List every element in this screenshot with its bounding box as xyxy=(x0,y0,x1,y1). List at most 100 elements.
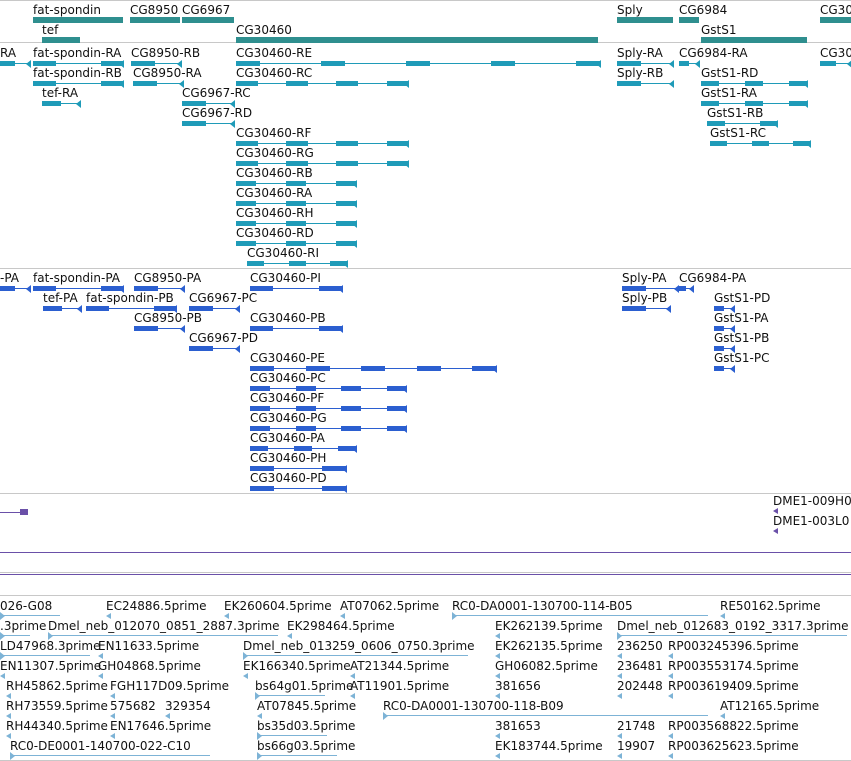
exon-glyph[interactable] xyxy=(714,326,724,331)
transcripts_a-label[interactable]: CG8950-RB xyxy=(131,46,201,60)
exon-glyph[interactable] xyxy=(250,406,270,411)
exon-glyph[interactable] xyxy=(387,161,409,166)
exon-glyph[interactable] xyxy=(86,306,109,311)
exon-glyph[interactable] xyxy=(338,446,356,451)
exon-glyph[interactable] xyxy=(296,406,316,411)
transcripts_b-label[interactable]: fat-spondin-PA xyxy=(33,271,120,285)
ests-label[interactable]: EN17646.5prime xyxy=(110,719,212,733)
gene-glyph[interactable] xyxy=(701,37,807,43)
exon-glyph[interactable] xyxy=(250,426,270,431)
exon-glyph[interactable] xyxy=(286,161,308,166)
exon-glyph[interactable] xyxy=(406,61,430,66)
exon-glyph[interactable] xyxy=(341,426,361,431)
exon-glyph[interactable] xyxy=(789,101,807,106)
ests-label[interactable]: .3prime xyxy=(0,619,47,633)
exon-glyph[interactable] xyxy=(286,141,308,146)
exon-glyph[interactable] xyxy=(250,446,268,451)
exon-glyph[interactable] xyxy=(33,286,56,291)
exon-glyph[interactable] xyxy=(286,181,306,186)
exon-glyph[interactable] xyxy=(294,446,312,451)
transcripts_a-label[interactable]: CG30460-RH xyxy=(236,206,314,220)
exon-glyph[interactable] xyxy=(336,161,358,166)
exon-glyph[interactable] xyxy=(336,181,356,186)
transcripts_b-label[interactable]: CG8950-PA xyxy=(134,271,202,285)
ests-label[interactable]: RP003553174.5prime xyxy=(668,659,799,673)
exon-glyph[interactable] xyxy=(101,81,124,86)
exon-glyph[interactable] xyxy=(236,141,258,146)
exon-glyph[interactable] xyxy=(491,61,515,66)
exon-glyph[interactable] xyxy=(289,261,306,266)
exon-glyph[interactable] xyxy=(336,81,358,86)
exon-glyph[interactable] xyxy=(236,181,256,186)
transcripts_a-label[interactable]: tef-RA xyxy=(42,86,79,100)
feature-glyph[interactable] xyxy=(20,509,28,515)
ests-label[interactable]: EC24886.5prime xyxy=(106,599,207,613)
ests-label[interactable]: AT07062.5prime xyxy=(340,599,440,613)
ests-label[interactable]: AT11901.5prime xyxy=(350,679,450,693)
transcripts_b-label[interactable]: GstS1-PB xyxy=(714,331,770,345)
ests-label[interactable]: 381656 xyxy=(495,679,541,693)
ests-label[interactable]: 202448 xyxy=(617,679,663,693)
exon-glyph[interactable] xyxy=(247,261,264,266)
exon-glyph[interactable] xyxy=(336,141,358,146)
exon-glyph[interactable] xyxy=(319,286,342,291)
ests-label[interactable]: 236481 xyxy=(617,659,663,673)
exon-glyph[interactable] xyxy=(101,61,124,66)
transcripts_a-label[interactable]: CG30460-RD xyxy=(236,226,314,240)
exon-glyph[interactable] xyxy=(322,466,346,471)
exon-glyph[interactable] xyxy=(793,141,810,146)
transcripts_a-label[interactable]: CG6984-RA xyxy=(679,46,748,60)
exon-glyph[interactable] xyxy=(134,326,158,331)
exon-glyph[interactable] xyxy=(617,61,641,66)
exon-glyph[interactable] xyxy=(236,61,260,66)
exon-glyph[interactable] xyxy=(101,286,124,291)
genes-label[interactable]: CG30 xyxy=(820,3,851,17)
transcripts_b-label[interactable]: CG30460-PI xyxy=(250,271,321,285)
exon-glyph[interactable] xyxy=(43,306,62,311)
exon-glyph[interactable] xyxy=(387,141,409,146)
ests-label[interactable]: bs35d03.5prime xyxy=(257,719,356,733)
transcripts_a-label[interactable]: fat-spondin-RB xyxy=(33,66,122,80)
exon-glyph[interactable] xyxy=(182,121,206,126)
gene-glyph[interactable] xyxy=(679,17,699,23)
exon-glyph[interactable] xyxy=(714,346,724,351)
genes-label[interactable]: CG8950 xyxy=(130,3,179,17)
ests-label[interactable]: Dmel_neb_012070_0851_2887.3prime xyxy=(48,619,280,633)
exon-glyph[interactable] xyxy=(319,326,342,331)
exon-glyph[interactable] xyxy=(387,406,407,411)
exon-glyph[interactable] xyxy=(306,366,330,371)
transcripts_b-label[interactable]: CG6984-PA xyxy=(679,271,747,285)
ests-label[interactable]: GH04868.5prime xyxy=(98,659,201,673)
exon-glyph[interactable] xyxy=(250,286,273,291)
transcripts_b-label[interactable]: CG6967-PD xyxy=(189,331,259,345)
exon-glyph[interactable] xyxy=(321,61,345,66)
transcripts_a-label[interactable]: CG30 xyxy=(820,46,851,60)
exon-glyph[interactable] xyxy=(42,101,61,106)
genes-label[interactable]: fat-spondin xyxy=(33,3,101,17)
ests-label[interactable]: GH06082.5prime xyxy=(495,659,598,673)
ests-label[interactable]: 236250 xyxy=(617,639,663,653)
transcripts_a-label[interactable]: GstS1-RB xyxy=(707,106,764,120)
exon-glyph[interactable] xyxy=(0,61,15,66)
exon-glyph[interactable] xyxy=(707,121,725,126)
transcripts_a-label[interactable]: CG30460-RI xyxy=(247,246,320,260)
ests-label[interactable]: 575682 xyxy=(110,699,156,713)
ests-label[interactable]: Dmel_neb_013259_0606_0750.3prime xyxy=(243,639,475,653)
ests-label[interactable]: RP003619409.5prime xyxy=(668,679,799,693)
ests-label[interactable]: EN11307.5prime xyxy=(0,659,102,673)
gene-glyph[interactable] xyxy=(182,17,234,23)
transcripts_a-label[interactable]: CG30460-RG xyxy=(236,146,314,160)
exon-glyph[interactable] xyxy=(286,221,306,226)
transcripts_b-label[interactable]: Sply-PB xyxy=(622,291,668,305)
transcripts_b-label[interactable]: CG30460-PD xyxy=(250,471,327,485)
exon-glyph[interactable] xyxy=(745,81,763,86)
transcripts_a-label[interactable]: CG30460-RA xyxy=(236,186,313,200)
exon-glyph[interactable] xyxy=(387,386,407,391)
exon-glyph[interactable] xyxy=(133,81,157,86)
exon-glyph[interactable] xyxy=(236,241,256,246)
features-label[interactable]: DME1-003L0 xyxy=(773,514,850,528)
ests-label[interactable]: bs66g03.5prime xyxy=(257,739,356,753)
ests-label[interactable]: AT12165.5prime xyxy=(720,699,820,713)
exon-glyph[interactable] xyxy=(679,286,686,291)
